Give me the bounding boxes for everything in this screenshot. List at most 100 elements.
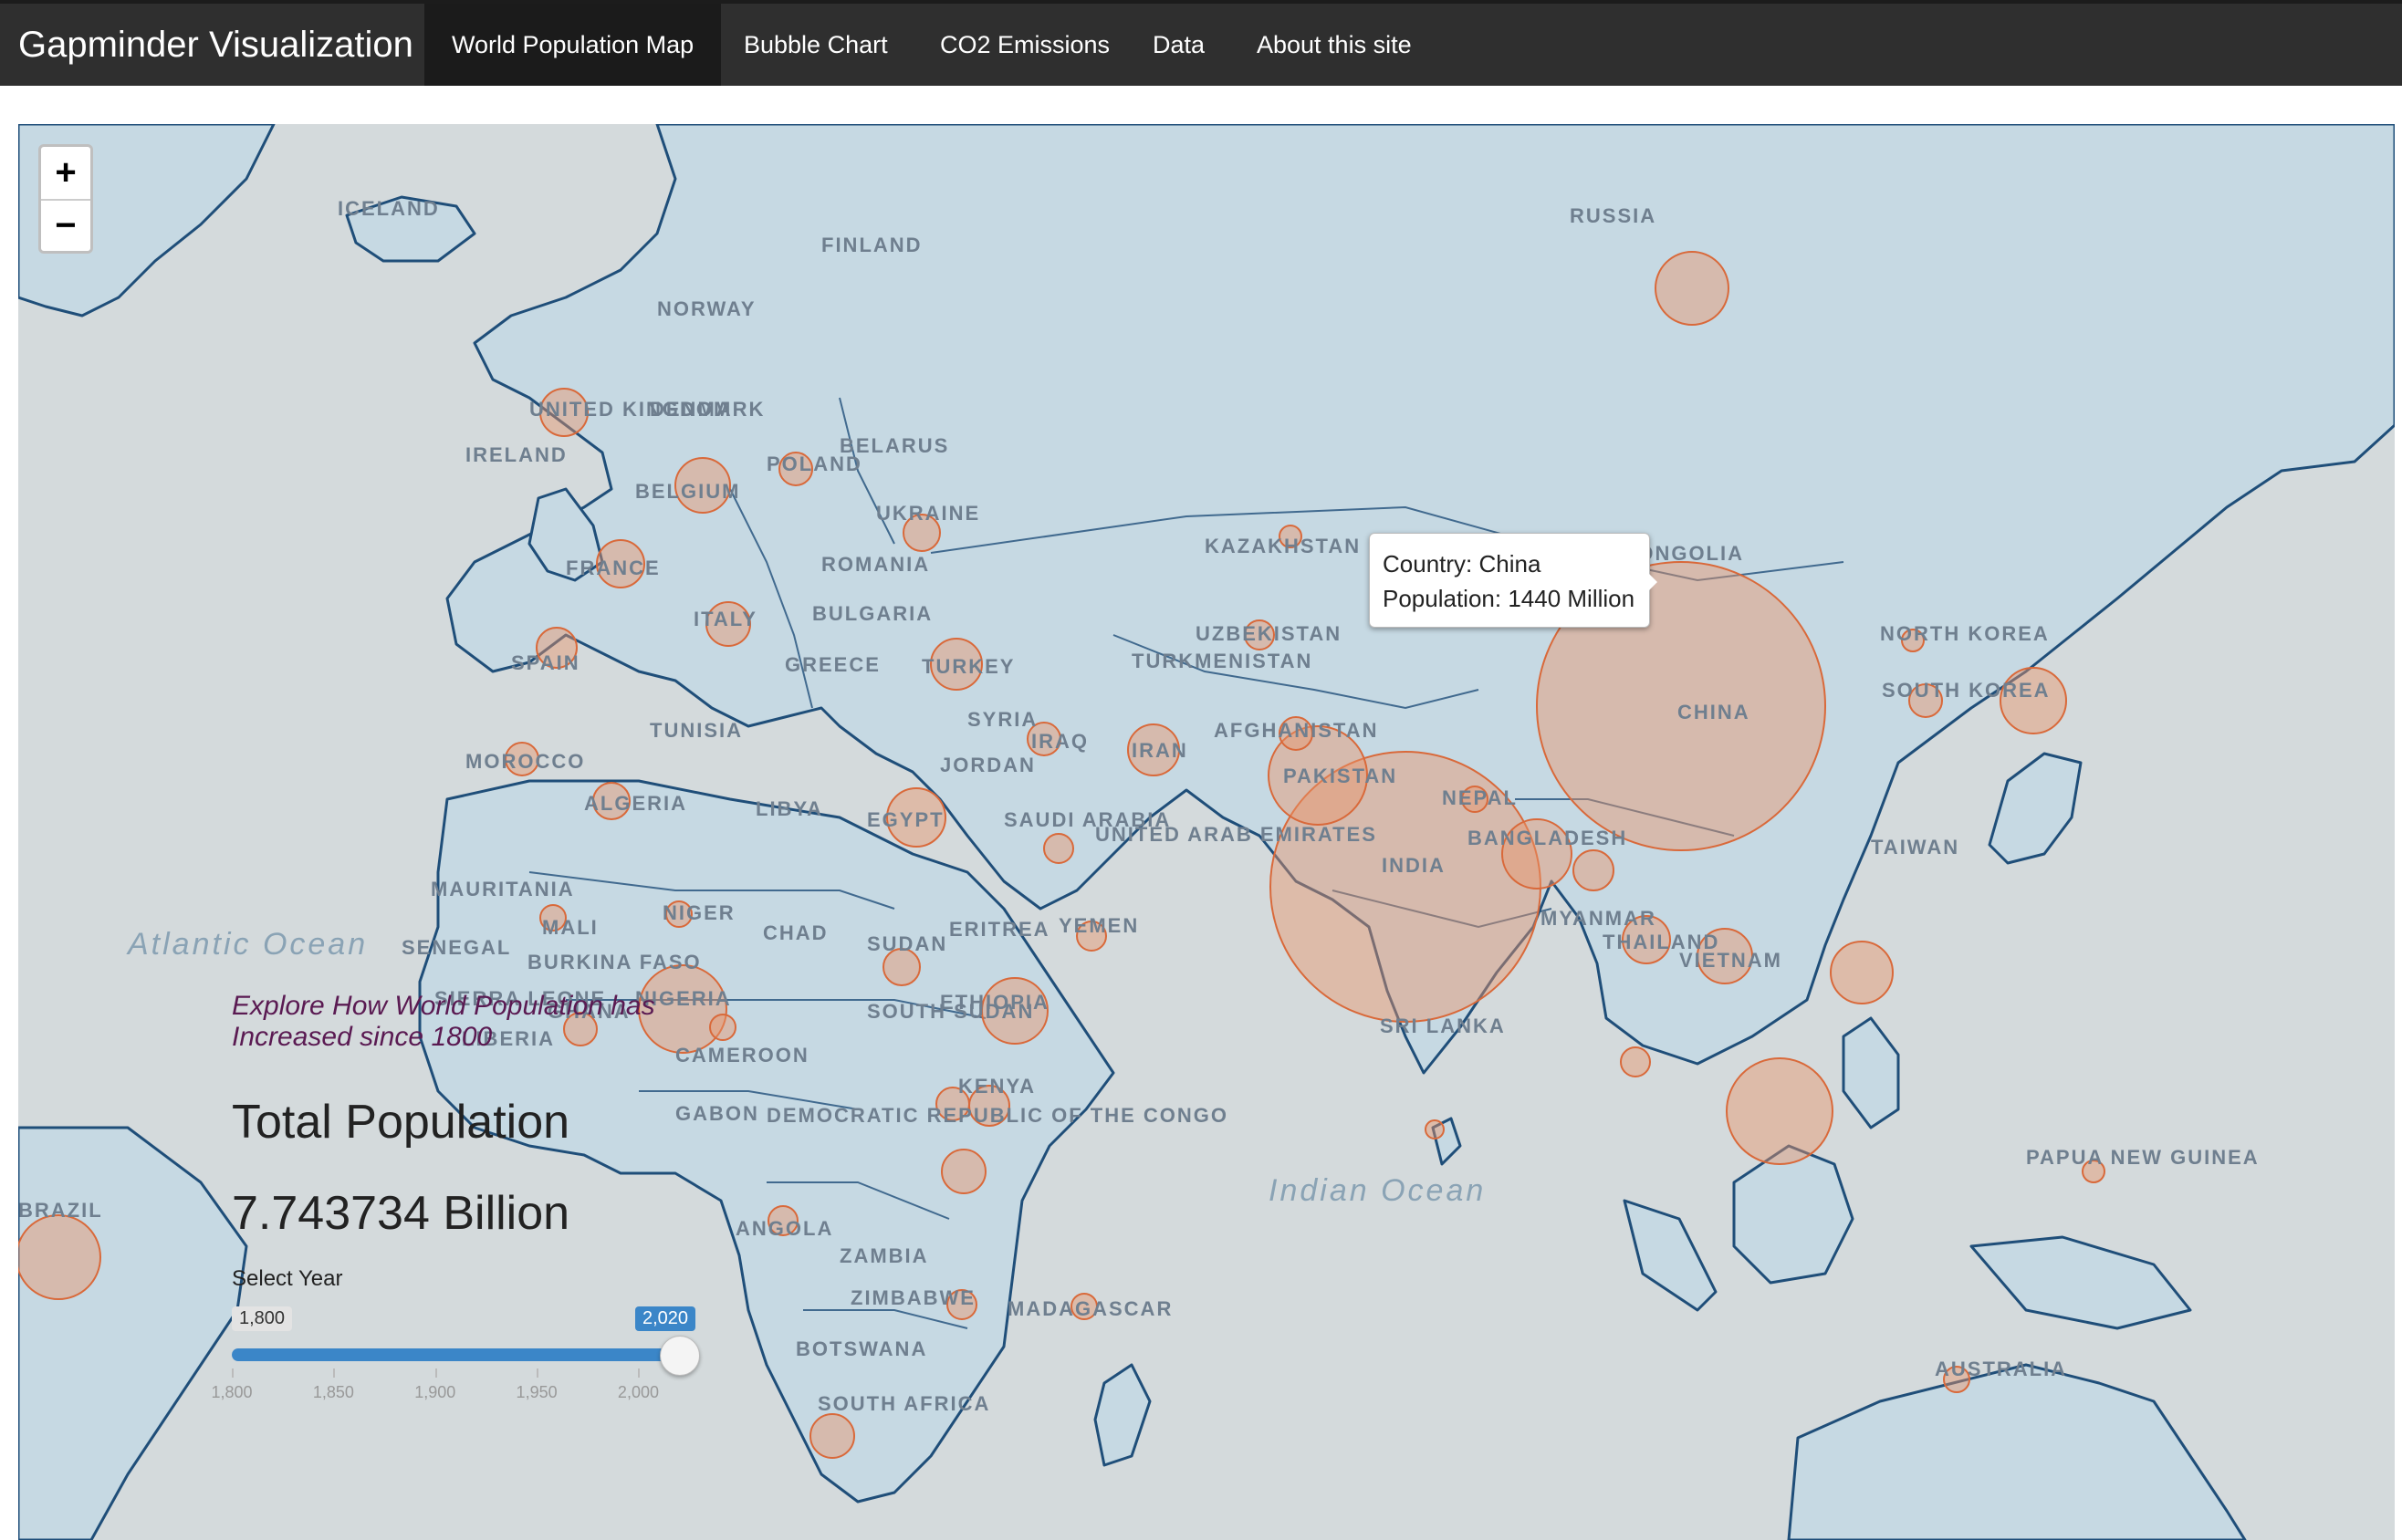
slider-tick xyxy=(434,1368,437,1378)
label-zambia: ZAMBIA xyxy=(840,1244,929,1267)
bubble-south-africa xyxy=(809,1413,855,1459)
label-ireland: IRELAND xyxy=(465,443,568,466)
tab-data[interactable]: Data xyxy=(1153,31,1206,58)
bubble-madagascar xyxy=(1070,1293,1098,1320)
bubble-nigeria xyxy=(638,964,727,1054)
label-atlantic-ocean: Atlantic Ocean xyxy=(126,927,368,962)
bubble-germany xyxy=(674,457,731,514)
label-kazakhstan: KAZAKHSTAN xyxy=(1205,535,1361,557)
bubble-uzbekistan xyxy=(1244,619,1275,650)
label-liberia: LIBERIA xyxy=(462,1027,555,1050)
label-gabon: GABON xyxy=(675,1102,759,1125)
bubble-poland xyxy=(778,452,813,486)
label-india: INDIA xyxy=(1382,854,1446,877)
bubble-angola xyxy=(768,1205,799,1236)
tooltip-country: Country: China xyxy=(1383,550,1541,578)
slider-tick-label: 1,950 xyxy=(516,1383,558,1401)
year-slider-track[interactable] xyxy=(232,1348,679,1361)
label-mauritania: MAURITANIA xyxy=(431,878,575,900)
tagline: Explore How World Population has Increas… xyxy=(232,991,655,1052)
bubble-afghanistan xyxy=(1279,716,1313,751)
bubble-sri-lanka xyxy=(1425,1119,1445,1139)
label-saudi: SAUDI ARABIA xyxy=(1004,808,1171,831)
label-eritrea: ERITREA xyxy=(949,918,1050,941)
bubble-north-korea xyxy=(1901,629,1925,652)
label-sri-lanka: SRI LANKA xyxy=(1380,1015,1506,1037)
bubble-russia xyxy=(1655,251,1729,326)
label-iraq: IRAQ xyxy=(1031,730,1089,753)
tab-world-population-map[interactable]: World Population Map xyxy=(424,4,722,86)
slider-tick xyxy=(537,1368,539,1378)
bubble-italy xyxy=(705,601,751,647)
zoom-control: + − xyxy=(38,144,93,254)
label-afghanistan: AFGHANISTAN xyxy=(1214,719,1378,742)
slider-tick xyxy=(638,1368,641,1378)
label-russia: RUSSIA xyxy=(1570,204,1656,227)
bubble-india xyxy=(1269,751,1541,1023)
year-slider-fill xyxy=(232,1348,679,1361)
label-cameroon: CAMEROON xyxy=(675,1044,809,1067)
label-italy: ITALY xyxy=(694,608,757,630)
label-libya: LIBYA xyxy=(756,797,823,820)
label-spain: SPAIN xyxy=(511,651,580,674)
world-map[interactable]: RUSSIA ICELAND FINLAND NORWAY DENMARK UN… xyxy=(18,124,2395,1540)
bubble-morocco xyxy=(505,742,539,776)
bubble-iran xyxy=(1127,723,1180,776)
label-png: PAPUA NEW GUINEA xyxy=(2026,1146,2260,1169)
label-jordan: JORDAN xyxy=(940,754,1036,776)
year-slider-ticks: 1,800 1,850 1,900 1,950 2,000 xyxy=(211,1368,679,1414)
bubble-nepal xyxy=(1461,786,1488,813)
select-year-label: Select Year xyxy=(232,1266,343,1291)
label-belgium: BELGIUM xyxy=(635,480,740,503)
bubble-france xyxy=(596,539,645,588)
label-zimbabwe: ZIMBABWE xyxy=(851,1286,976,1309)
bubble-south-korea xyxy=(1908,683,1943,718)
label-sierra-leone: SIERRA LEONE xyxy=(434,987,606,1010)
label-senegal: SENEGAL xyxy=(402,936,511,959)
label-syria: SYRIA xyxy=(967,708,1038,731)
label-north-korea: NORTH KOREA xyxy=(1880,622,2050,645)
label-romania: ROMANIA xyxy=(821,553,930,576)
tab-co2-emissions[interactable]: CO2 Emissions xyxy=(940,31,1111,58)
label-madagascar: MADAGASCAR xyxy=(1008,1297,1173,1320)
label-turkey: TURKEY xyxy=(922,655,1015,678)
label-bulgaria: BULGARIA xyxy=(812,602,933,625)
bubble-sudan xyxy=(882,948,921,986)
bubble-ghana xyxy=(563,1012,598,1046)
tab-about[interactable]: About this site xyxy=(1257,31,1412,58)
bubble-png xyxy=(2082,1160,2105,1183)
label-yemen: YEMEN xyxy=(1059,914,1139,937)
navbar: Gapminder Visualization World Population… xyxy=(0,0,2402,86)
label-nigeria: NIGERIA xyxy=(635,987,732,1010)
bubble-china xyxy=(1536,561,1826,851)
brand-title[interactable]: Gapminder Visualization xyxy=(18,25,413,65)
label-botswana: BOTSWANA xyxy=(796,1337,927,1360)
bubble-japan xyxy=(2000,667,2067,734)
bubble-philippines xyxy=(1830,941,1894,1004)
label-niger: NIGER xyxy=(663,901,736,924)
tab-bubble-chart[interactable]: Bubble Chart xyxy=(744,31,888,58)
bubble-thailand xyxy=(1622,915,1671,964)
label-finland: FINLAND xyxy=(821,234,923,256)
bubble-ukraine xyxy=(903,514,941,552)
label-denmark: DENMARK xyxy=(650,398,765,421)
bubble-indonesia xyxy=(1726,1057,1833,1165)
zoom-in-button[interactable]: + xyxy=(41,147,90,201)
label-myanmar: MYANMAR xyxy=(1540,907,1656,930)
map-canvas[interactable]: RUSSIA ICELAND FINLAND NORWAY DENMARK UN… xyxy=(18,124,2395,1540)
label-australia: AUSTRALIA xyxy=(1935,1358,2067,1380)
label-iran: IRAN xyxy=(1132,739,1188,762)
label-tunisia: TUNISIA xyxy=(650,719,743,742)
label-france: FRANCE xyxy=(566,557,661,579)
label-ukraine: UKRAINE xyxy=(876,502,980,525)
tooltip-arrow xyxy=(1646,571,1657,593)
label-south-korea: SOUTH KOREA xyxy=(1882,679,2051,702)
population-bubbles xyxy=(18,251,2105,1459)
country-labels: RUSSIA ICELAND FINLAND NORWAY DENMARK UN… xyxy=(18,197,2260,1415)
year-slider-handle[interactable] xyxy=(660,1336,700,1376)
label-vietnam: VIETNAM xyxy=(1679,949,1782,972)
bubble-iraq xyxy=(1027,722,1061,756)
country-borders xyxy=(528,397,1844,1329)
label-china: CHINA xyxy=(1677,701,1750,723)
zoom-out-button[interactable]: − xyxy=(55,205,77,245)
